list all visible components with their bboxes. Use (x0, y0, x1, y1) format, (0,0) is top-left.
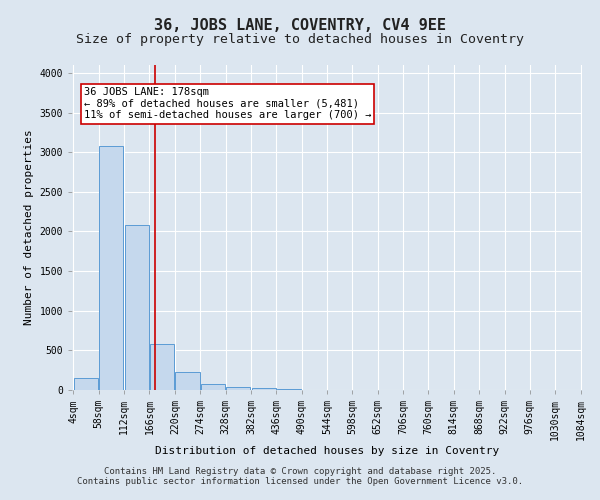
Bar (175, 372, 200, 390)
Text: Contains public sector information licensed under the Open Government Licence v3: Contains public sector information licen… (77, 477, 523, 486)
Text: 36 JOBS LANE: 178sqm
← 89% of detached houses are smaller (5,481)
11% of semi-de: 36 JOBS LANE: 178sqm ← 89% of detached h… (84, 87, 371, 120)
Text: Contains HM Land Registry data © Crown copyright and database right 2025.: Contains HM Land Registry data © Crown c… (104, 467, 496, 476)
Bar (100, 146, 124, 390)
Bar (226, 387, 250, 390)
Bar (74, 378, 98, 390)
Bar (125, 225, 149, 390)
X-axis label: Distribution of detached houses by size in Coventry: Distribution of detached houses by size … (155, 446, 499, 456)
Bar (201, 384, 225, 390)
Y-axis label: Number of detached properties: Number of detached properties (24, 130, 34, 326)
Bar (150, 344, 174, 390)
Bar (251, 388, 275, 390)
Text: Size of property relative to detached houses in Coventry: Size of property relative to detached ho… (76, 32, 524, 46)
Text: 36, JOBS LANE, COVENTRY, CV4 9EE: 36, JOBS LANE, COVENTRY, CV4 9EE (154, 18, 446, 32)
Bar (277, 389, 301, 390)
